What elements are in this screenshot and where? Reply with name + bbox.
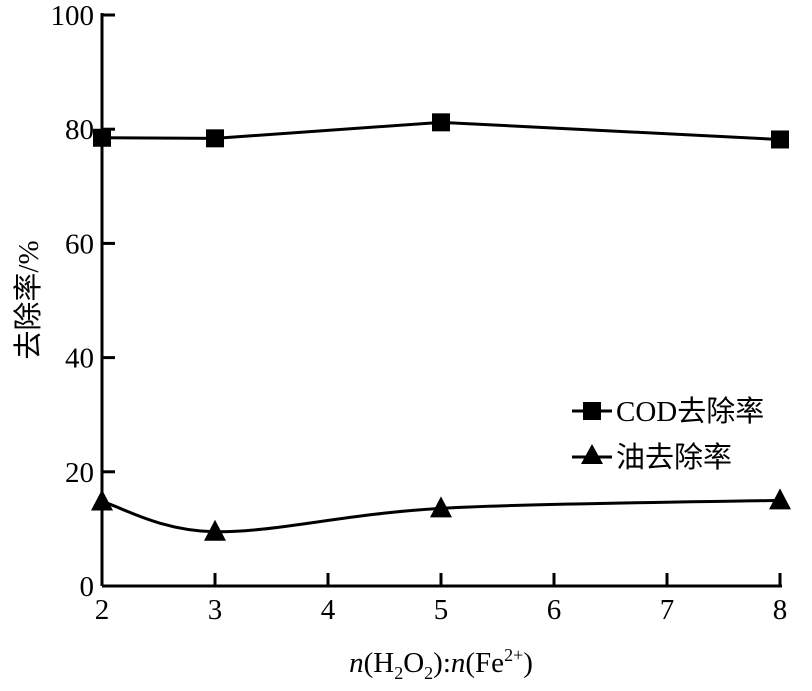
series-layer (91, 113, 791, 541)
x-tick-label: 3 (208, 594, 223, 626)
y-tick-label: 0 (80, 571, 95, 603)
y-tick-label: 20 (65, 457, 94, 489)
legend-square-marker-icon (583, 402, 601, 420)
x-tick-label: 8 (773, 594, 788, 626)
data-point-square (432, 113, 450, 132)
y-tick-label: 80 (65, 114, 94, 146)
data-point-triangle (430, 496, 452, 518)
x-tick-label: 2 (95, 594, 110, 626)
series-line-0 (101, 120, 781, 141)
axes: 0 20 40 60 80 100 2 3 4 5 6 7 8 (51, 0, 788, 626)
legend: COD去除率 油去除率 (572, 395, 764, 474)
data-point-triangle (204, 519, 226, 541)
y-axis-label: 去除率/% (12, 240, 45, 359)
data-point-triangle (91, 489, 113, 511)
data-point-square (93, 128, 111, 147)
legend-triangle-marker-icon (581, 444, 603, 464)
x-tick-label: 5 (434, 594, 449, 626)
series-line-1 (101, 498, 781, 534)
legend-label-oil: 油去除率 (616, 441, 732, 474)
y-tick-label: 60 (65, 228, 94, 260)
legend-label-cod: COD去除率 (616, 395, 764, 428)
x-tick-label: 7 (660, 594, 675, 626)
data-point-triangle (769, 488, 791, 510)
x-axis-label: n(H2O2):n(Fe2+) (349, 645, 533, 683)
data-point-square (771, 130, 789, 149)
x-tick-label: 6 (547, 594, 562, 626)
data-point-square (206, 129, 224, 148)
x-tick-label: 4 (321, 594, 336, 626)
y-tick-label: 100 (51, 0, 95, 32)
y-tick-label: 40 (65, 343, 94, 375)
